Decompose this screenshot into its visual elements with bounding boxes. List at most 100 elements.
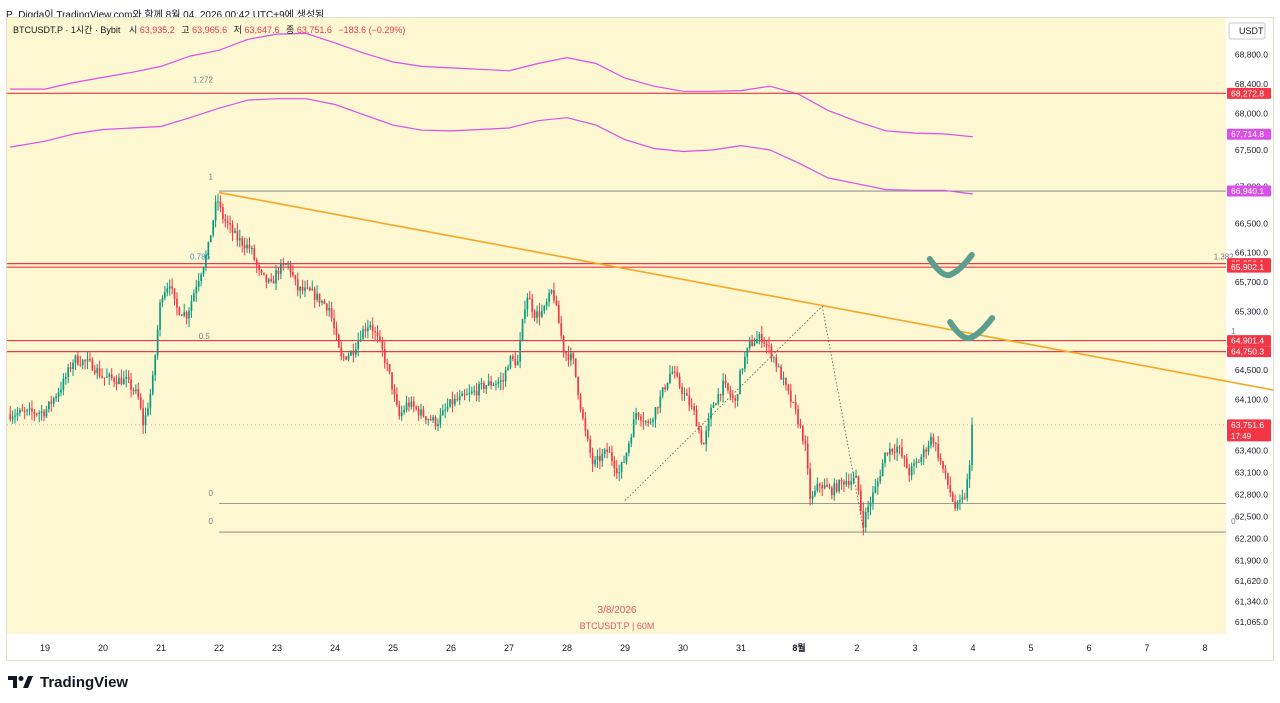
candle-body	[79, 364, 82, 366]
candle-body	[642, 420, 645, 423]
candle-body	[727, 383, 729, 391]
candle-body	[676, 372, 679, 377]
candle-body	[86, 359, 89, 362]
candle-body	[454, 399, 456, 405]
currency-box[interactable]	[1228, 22, 1266, 40]
candle-body	[927, 445, 930, 452]
currency-label[interactable]: USDT	[1239, 26, 1264, 36]
watermark-date: 3/8/2026	[598, 605, 637, 616]
candle-body	[362, 329, 364, 340]
candle-body	[473, 390, 476, 392]
y-tick-label: 61,900.0	[1235, 556, 1268, 566]
chart-panel[interactable]: 1.272 1 0.786 0.5 0 0 1.382 1 0 68,800.0 68,400.0…	[6, 17, 1274, 661]
candle-body	[886, 452, 889, 455]
candle-body	[176, 298, 178, 308]
candle-body	[586, 430, 589, 440]
candle-body	[705, 430, 708, 445]
candle-body	[659, 396, 662, 408]
candle-body	[560, 323, 563, 336]
candle-body	[304, 287, 306, 291]
legend-low-label: 저	[234, 25, 242, 35]
candle-body	[637, 412, 640, 417]
candle-body	[531, 299, 534, 312]
candle-body	[52, 398, 55, 404]
candle-body	[852, 477, 855, 482]
candle-body	[260, 269, 263, 273]
candle-body	[35, 413, 38, 415]
candle-body	[879, 476, 882, 482]
candle-body	[669, 373, 671, 383]
candle-body	[490, 381, 492, 386]
candle-body	[391, 372, 393, 390]
time-axis[interactable]	[7, 634, 1226, 660]
candle-body	[74, 355, 77, 363]
candle-body	[16, 413, 19, 416]
candle-body	[219, 201, 222, 208]
candle-body	[243, 245, 246, 249]
candle-body	[410, 401, 413, 407]
price-tag	[1227, 419, 1271, 442]
candle-body	[913, 463, 915, 466]
candle-body	[763, 342, 766, 345]
candle-body	[396, 394, 398, 405]
candle-body	[9, 414, 12, 420]
candle-body	[840, 480, 843, 482]
snapshot-caption: P_Digda이 TradingView.com와 함께 8월 04, 2026…	[6, 10, 325, 21]
candle-body	[516, 361, 519, 366]
candle-body	[589, 439, 592, 453]
candle-body	[876, 481, 879, 487]
candle-body	[311, 288, 314, 291]
candle-body	[468, 392, 471, 395]
candle-body	[294, 275, 297, 280]
candle-body	[905, 458, 908, 469]
candle-body	[756, 339, 758, 344]
x-tick-label: 26	[446, 643, 456, 653]
candle-body	[45, 409, 48, 417]
candle-body	[557, 305, 560, 324]
candle-body	[209, 235, 212, 243]
candle-body	[48, 401, 50, 410]
candle-body	[246, 244, 248, 249]
candle-body	[956, 501, 959, 509]
candle-body	[282, 263, 285, 265]
y-tick-label: 62,500.0	[1235, 512, 1268, 522]
candle-body	[920, 457, 923, 463]
candle-body	[688, 395, 691, 406]
candle-body	[255, 259, 258, 266]
candle-body	[649, 421, 652, 423]
candle-body	[130, 379, 132, 390]
candle-body	[528, 297, 531, 300]
x-tick-label: 27	[504, 643, 514, 653]
descending-trendline	[218, 191, 1273, 391]
candle-body	[971, 424, 973, 466]
candle-body	[458, 396, 461, 400]
candle-body	[487, 381, 490, 386]
legend-open-label: 시	[129, 25, 137, 35]
candle-body	[937, 444, 940, 458]
candle-body	[342, 356, 345, 358]
candle-body	[437, 423, 439, 427]
candle-body	[289, 262, 292, 272]
fib-level-label: 0.786	[190, 252, 211, 261]
x-tick-label: 2	[854, 643, 859, 653]
y-tick-label: 68,400.0	[1235, 79, 1268, 89]
candle-body	[14, 415, 16, 417]
candle-body	[647, 421, 650, 423]
candle-body	[62, 378, 65, 390]
tradingview-logo: TradingView	[8, 672, 128, 692]
candle-body	[565, 352, 567, 354]
candle-body	[939, 457, 942, 462]
candle-body	[613, 461, 616, 469]
price-chart[interactable]: 1.272 1 0.786 0.5 0 0 1.382 1 0 68,800.0 68,400.0…	[7, 18, 1273, 660]
candle-body	[253, 248, 256, 260]
candle-body	[277, 270, 280, 274]
candle-body	[574, 358, 577, 377]
candle-body	[850, 481, 853, 485]
candle-body	[582, 409, 584, 419]
legend-line: BTCUSDT.P · 1시간 · Bybit 시 63,935.2 고 63,…	[13, 25, 405, 35]
candle-body	[287, 262, 289, 265]
candle-body	[393, 389, 396, 395]
candle-body	[292, 271, 294, 276]
candle-body	[652, 419, 654, 422]
candle-body	[751, 340, 753, 346]
